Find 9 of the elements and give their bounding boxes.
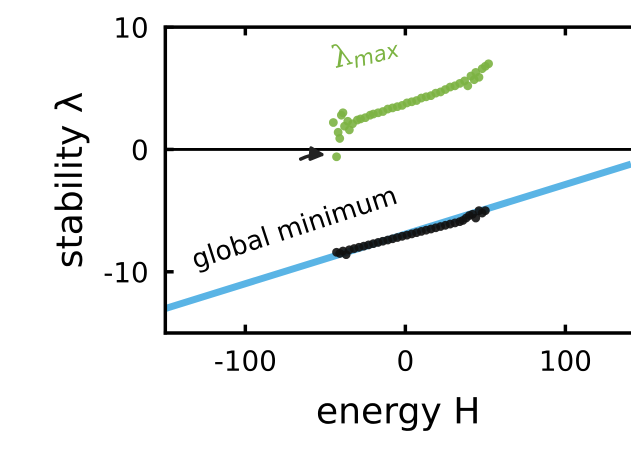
text: λ$_{max}$ — [330, 28, 401, 74]
y-tick-label: -10 — [104, 262, 147, 283]
y-tick-label: 10 — [116, 17, 147, 38]
y-tick-label: 0 — [132, 139, 147, 160]
x-tick-label: 0 — [398, 350, 412, 372]
x-tick-label: 100 — [542, 350, 590, 372]
x-axis-title: energy H — [318, 397, 477, 431]
x-tick-label: -100 — [215, 350, 276, 372]
y-axis-title: stability λ — [54, 92, 90, 266]
